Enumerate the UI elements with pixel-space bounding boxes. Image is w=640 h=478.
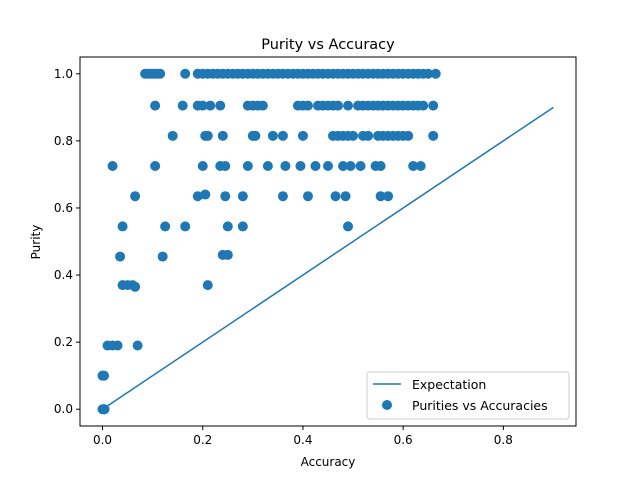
scatter-point	[302, 191, 313, 202]
scatter-point	[428, 100, 439, 111]
scatter-point	[177, 100, 188, 111]
scatter-point	[99, 404, 110, 415]
scatter-point	[348, 130, 359, 141]
plot-area	[80, 57, 576, 426]
x-tick-label: 0.2	[193, 433, 212, 447]
y-tick-label: 0.6	[54, 201, 73, 215]
scatter-point	[403, 130, 414, 141]
legend-swatch-purities	[382, 400, 392, 410]
scatter-point	[200, 189, 211, 200]
scatter-point	[150, 161, 161, 172]
scatter-point	[217, 130, 228, 141]
scatter-point	[277, 130, 288, 141]
scatter-point	[180, 68, 191, 79]
legend-box	[366, 371, 570, 420]
scatter-point	[237, 191, 248, 202]
expectation-line	[102, 106, 554, 410]
scatter-point	[202, 280, 213, 291]
scatter-point	[197, 161, 208, 172]
scatter-point	[160, 221, 171, 232]
series-layer	[97, 68, 554, 415]
scatter-point	[415, 161, 426, 172]
plot-frame	[79, 56, 577, 427]
scatter-point	[355, 161, 366, 172]
scatter-point	[222, 249, 233, 260]
scatter-point	[132, 340, 143, 351]
y-axis-ticks: 0.0 0.2 0.4 0.6 0.8 1.0	[54, 67, 80, 416]
scatter-point	[180, 221, 191, 232]
scatter-point	[363, 130, 374, 141]
scatter-point	[277, 191, 288, 202]
scatter-point	[428, 130, 439, 141]
scatter-point	[375, 161, 386, 172]
scatter-point	[192, 191, 203, 202]
scatter-point	[257, 100, 268, 111]
scatter-point	[99, 370, 110, 381]
scatter-point	[202, 130, 213, 141]
scatter-point	[107, 161, 118, 172]
scatter-point	[167, 130, 178, 141]
scatter-point	[323, 161, 333, 172]
scatter-point	[112, 340, 123, 351]
scatter-point	[338, 161, 349, 172]
y-tick-label: 0.4	[54, 268, 73, 282]
scatter-point	[295, 161, 306, 172]
y-tick-label: 0.0	[54, 402, 73, 416]
scatter-point	[280, 161, 291, 172]
scatter-point	[157, 251, 168, 262]
scatter-point	[423, 68, 434, 79]
chart-title: Purity vs Accuracy	[261, 37, 395, 53]
x-tick-label: 0.4	[293, 433, 312, 447]
x-axis-label: Accuracy	[301, 455, 356, 469]
scatter-point	[375, 191, 386, 202]
scatter-point	[205, 100, 216, 111]
scatter-point	[155, 68, 166, 79]
scatter-point	[297, 130, 308, 141]
legend: Expectation Purities vs Accuracies	[366, 371, 570, 420]
scatter-point	[242, 161, 253, 172]
y-axis-label: Purity	[29, 225, 43, 260]
scatter-point	[262, 161, 273, 172]
scatter-point	[150, 100, 161, 111]
scatter-point	[115, 251, 126, 262]
scatter-point	[345, 161, 356, 172]
x-axis-ticks: 0.0 0.2 0.4 0.6 0.8	[93, 426, 513, 447]
scatter-point	[130, 281, 141, 292]
y-tick-label: 1.0	[54, 67, 73, 81]
scatter-point	[333, 100, 344, 111]
scatter-point	[267, 130, 278, 141]
scatter-point	[430, 68, 441, 79]
legend-label-expectation: Expectation	[412, 377, 486, 392]
y-tick-label: 0.2	[54, 335, 73, 349]
scatter-point	[343, 100, 354, 111]
scatter-point	[383, 191, 394, 202]
x-tick-label: 0.0	[93, 433, 112, 447]
scatter-point	[130, 191, 141, 202]
scatter-point	[117, 221, 128, 232]
scatter-point	[250, 130, 261, 141]
x-tick-label: 0.8	[494, 433, 513, 447]
y-tick-label: 0.8	[54, 134, 73, 148]
scatter-point	[343, 221, 354, 232]
scatter-point	[197, 100, 208, 111]
scatter-point	[222, 221, 233, 232]
scatter-point	[215, 100, 226, 111]
x-tick-label: 0.6	[394, 433, 413, 447]
scatter-point	[330, 191, 341, 202]
scatter-point	[302, 100, 313, 111]
scatter-point	[220, 161, 231, 172]
scatter-point	[408, 161, 419, 172]
scatter-point	[220, 191, 231, 202]
scatter-point	[310, 161, 321, 172]
legend-label-purities: Purities vs Accuracies	[412, 398, 548, 413]
scatter-point	[340, 191, 351, 202]
scatter-point	[237, 221, 248, 232]
scatter-point	[418, 100, 429, 111]
